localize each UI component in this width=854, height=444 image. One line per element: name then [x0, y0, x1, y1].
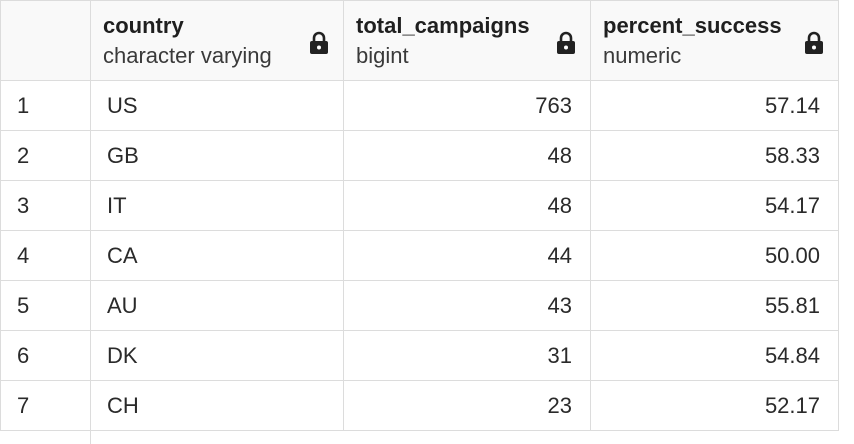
- select-all-corner[interactable]: [0, 0, 91, 81]
- cell-total-campaigns[interactable]: 48: [343, 180, 591, 231]
- table-row[interactable]: 1 US 763 57.14: [0, 80, 839, 131]
- row-number-gutter-filler: [0, 430, 91, 444]
- row-number[interactable]: 6: [0, 330, 91, 381]
- cell-total-campaigns[interactable]: 31: [343, 330, 591, 381]
- table-row[interactable]: 7 CH 23 52.17: [0, 380, 839, 431]
- table-row[interactable]: 3 IT 48 54.17: [0, 180, 839, 231]
- column-header-percent-success[interactable]: percent_success numeric: [590, 0, 839, 81]
- row-number[interactable]: 2: [0, 130, 91, 181]
- row-number[interactable]: 5: [0, 280, 91, 331]
- cell-country[interactable]: CH: [90, 380, 344, 431]
- column-name: country: [103, 13, 184, 38]
- table-row[interactable]: 2 GB 48 58.33: [0, 130, 839, 181]
- cell-total-campaigns[interactable]: 43: [343, 280, 591, 331]
- row-number[interactable]: 1: [0, 80, 91, 131]
- column-type: numeric: [603, 43, 682, 68]
- row-number[interactable]: 4: [0, 230, 91, 281]
- cell-percent-success[interactable]: 52.17: [590, 380, 839, 431]
- column-header-total-campaigns[interactable]: total_campaigns bigint: [343, 0, 591, 81]
- data-output-table: country character varying total_campaign…: [0, 0, 839, 431]
- cell-country[interactable]: CA: [90, 230, 344, 281]
- column-name: total_campaigns: [356, 13, 530, 38]
- cell-percent-success[interactable]: 58.33: [590, 130, 839, 181]
- table-row[interactable]: 6 DK 31 54.84: [0, 330, 839, 381]
- column-type: bigint: [356, 43, 409, 68]
- column-name: percent_success: [603, 13, 782, 38]
- table-row[interactable]: 5 AU 43 55.81: [0, 280, 839, 331]
- row-number[interactable]: 7: [0, 380, 91, 431]
- cell-percent-success[interactable]: 55.81: [590, 280, 839, 331]
- cell-percent-success[interactable]: 57.14: [590, 80, 839, 131]
- header-row: country character varying total_campaign…: [0, 0, 839, 81]
- cell-country[interactable]: IT: [90, 180, 344, 231]
- lock-icon: [557, 31, 575, 54]
- cell-percent-success[interactable]: 54.17: [590, 180, 839, 231]
- cell-country[interactable]: DK: [90, 330, 344, 381]
- cell-total-campaigns[interactable]: 763: [343, 80, 591, 131]
- cell-percent-success[interactable]: 54.84: [590, 330, 839, 381]
- lock-icon: [805, 31, 823, 54]
- table-row[interactable]: 4 CA 44 50.00: [0, 230, 839, 281]
- row-number[interactable]: 3: [0, 180, 91, 231]
- cell-total-campaigns[interactable]: 48: [343, 130, 591, 181]
- column-header-country[interactable]: country character varying: [90, 0, 344, 81]
- cell-country[interactable]: AU: [90, 280, 344, 331]
- cell-total-campaigns[interactable]: 44: [343, 230, 591, 281]
- cell-total-campaigns[interactable]: 23: [343, 380, 591, 431]
- column-type: character varying: [103, 43, 272, 68]
- cell-percent-success[interactable]: 50.00: [590, 230, 839, 281]
- lock-icon: [310, 31, 328, 54]
- cell-country[interactable]: GB: [90, 130, 344, 181]
- cell-country[interactable]: US: [90, 80, 344, 131]
